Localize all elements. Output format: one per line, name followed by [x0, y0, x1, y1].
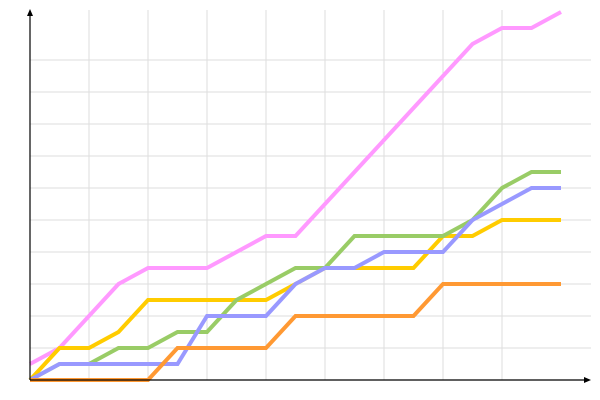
series-line-3	[29, 170, 561, 382]
series-line-4	[29, 186, 561, 382]
series-line-2	[28, 218, 561, 382]
series-line-1	[29, 10, 562, 366]
y-axis-arrow-icon	[27, 9, 33, 16]
x-axis-arrow-icon	[584, 377, 591, 383]
